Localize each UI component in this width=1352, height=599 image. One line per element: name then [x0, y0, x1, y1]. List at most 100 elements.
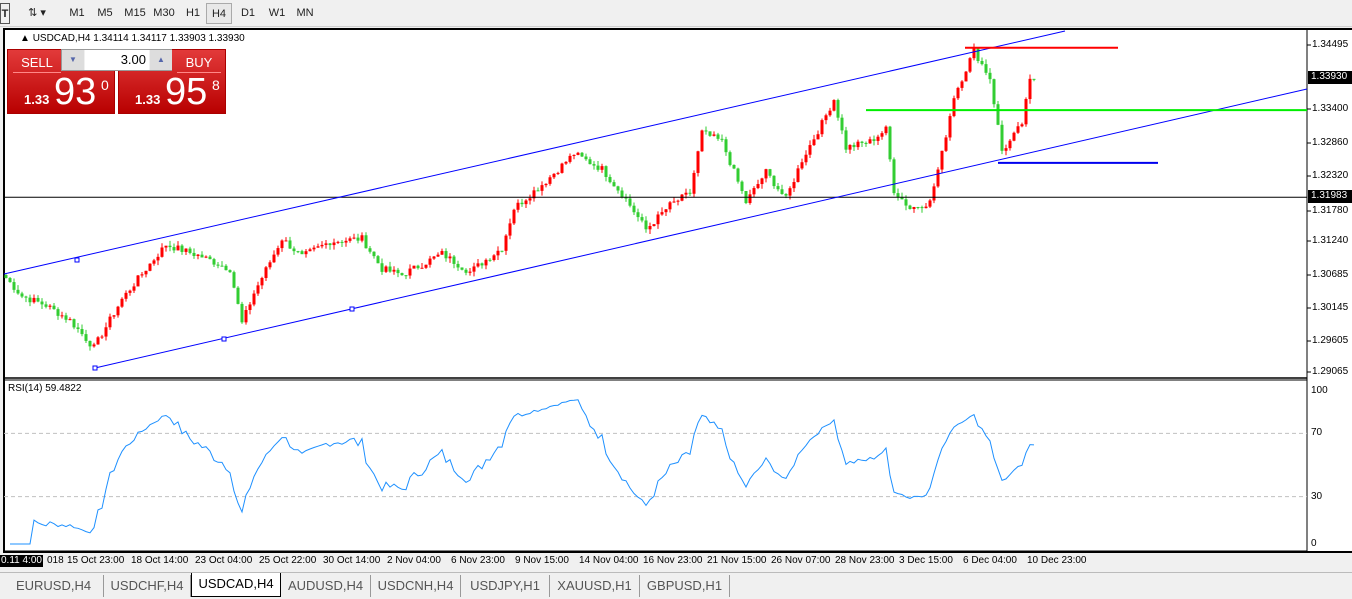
price-label: 1.31240: [1312, 235, 1349, 246]
lot-input[interactable]: 3.00: [85, 50, 149, 70]
tab-usdcad-h4[interactable]: USDCAD,H4: [191, 573, 281, 597]
timeframe-M30[interactable]: M30: [153, 7, 175, 19]
candle-body: [716, 134, 720, 139]
candle-body: [652, 224, 656, 227]
candle-body: [484, 259, 488, 266]
candle-body: [576, 152, 580, 155]
candle-body: [616, 186, 620, 191]
price-label: 1.29065: [1312, 366, 1349, 377]
timeframe-H1[interactable]: H1: [185, 7, 201, 19]
candle-body: [568, 155, 572, 162]
timeframe-W1[interactable]: W1: [268, 7, 286, 19]
candle-body: [844, 130, 848, 150]
time-label: 25 Oct 22:00: [259, 555, 317, 566]
candle-body: [920, 207, 924, 209]
timeframe-M5[interactable]: M5: [97, 7, 113, 19]
lot-size-stepper[interactable]: ▼ 3.00 ▲: [61, 49, 172, 71]
buy-label: BUY: [177, 53, 221, 73]
candle-body: [660, 212, 664, 215]
candle-body: [944, 137, 948, 151]
tab-usdcnh-h4[interactable]: USDCNH,H4: [371, 575, 461, 597]
tab-usdchf-h4[interactable]: USDCHF,H4: [104, 575, 191, 597]
candle-body: [4, 275, 8, 279]
candle-body: [264, 267, 268, 278]
candle-body: [300, 251, 304, 255]
candle-body: [996, 104, 1000, 125]
candle-body: [416, 265, 420, 269]
candle-body: [460, 267, 464, 270]
candle-body: [796, 168, 800, 183]
candle-body: [192, 252, 196, 256]
line-tools-dropdown-icon[interactable]: ⇅ ▾: [28, 7, 46, 19]
price-label: 1.33400: [1312, 103, 1349, 114]
candle-body: [404, 275, 408, 277]
candle-body: [812, 139, 816, 146]
candle-body: [540, 185, 544, 191]
candle-body: [1028, 78, 1032, 100]
candle-body: [588, 159, 592, 165]
candle-body: [244, 310, 248, 323]
candle-body: [620, 190, 624, 198]
candle-body: [304, 251, 308, 255]
candle-body: [592, 164, 596, 166]
candle-body: [972, 48, 976, 59]
time-label: 21 Nov 15:00: [707, 555, 767, 566]
tab-gbpusd-h1[interactable]: GBPUSD,H1: [640, 575, 730, 597]
candle-body: [392, 269, 396, 272]
candle-body: [800, 162, 804, 169]
candle-body: [232, 272, 236, 288]
tab-usdjpy-h1[interactable]: USDJPY,H1: [461, 575, 550, 597]
candle-body: [1016, 126, 1020, 133]
candle-body: [968, 58, 972, 72]
toolbar: T ⇅ ▾ M1 M5 M15 M30 H1 H4 D1 W1 MN: [0, 0, 1352, 27]
candle-body: [64, 315, 68, 320]
candle-body: [516, 202, 520, 210]
candle-body: [552, 173, 556, 178]
candle-body: [596, 165, 600, 170]
candle-body: [752, 188, 756, 195]
candle-body: [408, 268, 412, 276]
candle-body: [820, 120, 824, 135]
chart-window[interactable]: [3, 28, 1352, 553]
timeframe-D1[interactable]: D1: [240, 7, 256, 19]
candle-body: [468, 271, 472, 273]
candle-body: [772, 175, 776, 187]
lot-increase-button[interactable]: ▲: [150, 50, 172, 70]
candle-body: [824, 115, 828, 121]
candle-body: [736, 168, 740, 182]
candle-body: [1032, 78, 1036, 80]
candle-body: [160, 247, 164, 257]
candle-body: [584, 156, 588, 160]
candle-body: [644, 220, 648, 230]
candle-body: [252, 293, 256, 305]
timeframe-M1[interactable]: M1: [69, 7, 85, 19]
channel-handle: [349, 306, 355, 312]
sell-price-sup: 0: [101, 77, 109, 93]
chart-canvas[interactable]: [0, 0, 1352, 572]
candle-body: [200, 254, 204, 258]
candle-body: [20, 293, 24, 297]
timeframe-MN[interactable]: MN: [296, 7, 314, 19]
time-label: 018: [47, 555, 64, 566]
candle-body: [852, 144, 856, 148]
candle-body: [288, 240, 292, 249]
candle-body: [880, 133, 884, 137]
tab-eurusd-h4[interactable]: EURUSD,H4: [4, 575, 104, 597]
text-tool-icon[interactable]: T: [0, 3, 10, 24]
candle-body: [188, 248, 192, 253]
timeframe-M15[interactable]: M15: [124, 7, 146, 19]
candle-body: [436, 254, 440, 257]
candle-body: [340, 241, 344, 243]
candle-body: [860, 141, 864, 143]
candle-body: [400, 273, 404, 276]
tab-xauusd-h1[interactable]: XAUUSD,H1: [550, 575, 640, 597]
candle-body: [152, 260, 156, 264]
candle-body: [760, 178, 764, 185]
timeframe-H4[interactable]: H4: [206, 3, 232, 24]
candle-body: [504, 235, 508, 251]
lot-decrease-button[interactable]: ▼: [62, 50, 84, 70]
candle-body: [892, 159, 896, 194]
candle-body: [80, 329, 84, 335]
candle-body: [948, 116, 952, 138]
tab-audusd-h4[interactable]: AUDUSD,H4: [281, 575, 371, 597]
